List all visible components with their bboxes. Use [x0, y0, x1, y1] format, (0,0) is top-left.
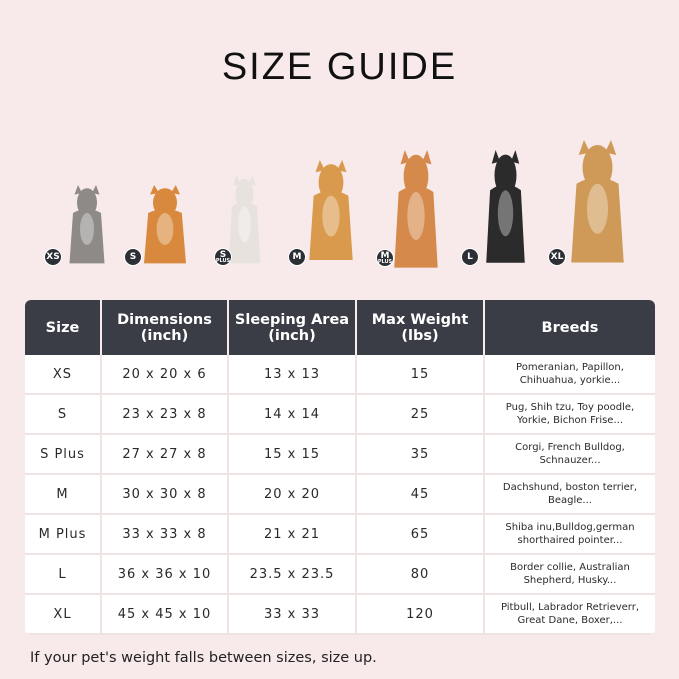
table-row: M Plus 33 x 33 x 8 21 x 21 65 Shiba inu,Bull…	[25, 515, 655, 555]
badge-label: S	[219, 249, 227, 260]
sleeping-area-cell: 23.5 x 23.5	[229, 555, 357, 595]
size-badge-l: L	[461, 248, 479, 266]
size-badge-xs: XS	[44, 248, 62, 266]
badge-label: XS	[46, 252, 60, 262]
header-label: Sleeping Area	[234, 311, 350, 328]
page-title: SIZE GUIDE	[221, 46, 458, 88]
max-weight-cell: 80	[357, 555, 485, 595]
breeds-cell: Corgi, French Bulldog, Schnauzer...	[485, 435, 655, 475]
breeds-line: Beagle...	[548, 495, 592, 506]
table-row: XS 20 x 20 x 6 13 x 13 15 Pomeranian, Papill…	[25, 355, 655, 395]
pomeranian-image	[144, 185, 186, 264]
sleeping-area-cell: 15 x 15	[229, 435, 357, 475]
breeds-line: Great Dane, Boxer,...	[517, 615, 623, 626]
breeds-line: Chihuahua, yorkie...	[519, 375, 621, 386]
badge-label: M	[292, 252, 302, 262]
french-bulldog-image	[228, 175, 261, 264]
breeds-line: Pitbull, Labrador Retrieverr,	[500, 602, 640, 613]
sleeping-area-cell: 33 x 33	[229, 595, 357, 635]
table-header: Size Dimensions (inch) Sleeping Area (inch) M…	[25, 300, 655, 355]
size-cell: XL	[25, 595, 102, 635]
table-row: M 30 x 30 x 8 20 x 20 45 Dachshund, boston t…	[25, 475, 655, 515]
header-unit: (inch)	[268, 327, 316, 344]
breeds-cell: Pug, Shih tzu, Toy poodle, Yorkie, Bichon…	[485, 395, 655, 435]
size-note: If your pet's weight falls between sizes…	[30, 650, 377, 666]
cat-image	[69, 185, 105, 264]
size-badge-xl: XL	[548, 248, 566, 266]
size-badge-m: M	[288, 248, 306, 266]
border-collie-image	[486, 150, 525, 263]
dimensions-cell: 45 x 45 x 10	[102, 595, 229, 635]
column-header: Max Weight (lbs)	[357, 300, 485, 355]
size-cell: L	[25, 555, 102, 595]
breeds-line: Shiba inu,Bulldog,german	[505, 522, 635, 533]
column-header: Breeds	[485, 300, 655, 355]
breeds-line: Pomeranian, Papillon,	[516, 362, 624, 373]
header-label: Dimensions	[117, 311, 212, 328]
sleeping-area-cell: 14 x 14	[229, 395, 357, 435]
max-weight-cell: 120	[357, 595, 485, 635]
max-weight-cell: 35	[357, 435, 485, 475]
badge-label: M	[380, 250, 390, 261]
shiba-inu-image	[394, 150, 438, 268]
table-row: S Plus 27 x 27 x 8 15 x 15 35 Corgi, French …	[25, 435, 655, 475]
dimensions-cell: 36 x 36 x 10	[102, 555, 229, 595]
max-weight-cell: 65	[357, 515, 485, 555]
sleeping-area-cell: 21 x 21	[229, 515, 357, 555]
table-row: L 36 x 36 x 10 23.5 x 23.5 80 Border collie,…	[25, 555, 655, 595]
breeds-line: Border collie, Australian	[510, 562, 630, 573]
size-cell: S Plus	[25, 435, 102, 475]
dimensions-cell: 20 x 20 x 6	[102, 355, 229, 395]
header-label: Breeds	[541, 319, 599, 336]
size-cell: S	[25, 395, 102, 435]
breeds-cell: Shiba inu,Bulldog,german shorthaired poin…	[485, 515, 655, 555]
size-cell: M	[25, 475, 102, 515]
size-cell: M Plus	[25, 515, 102, 555]
size-badge-s-plus: S PLUS	[214, 248, 232, 266]
breeds-line: Pug, Shih tzu, Toy poodle,	[505, 402, 635, 413]
dimensions-cell: 23 x 23 x 8	[102, 395, 229, 435]
header-unit: (lbs)	[401, 327, 439, 344]
golden-retriever-image	[571, 140, 624, 263]
breeds-cell: Dachshund, boston terrier, Beagle...	[485, 475, 655, 515]
dimensions-cell: 33 x 33 x 8	[102, 515, 229, 555]
badge-label: L	[467, 252, 473, 262]
size-table: Size Dimensions (inch) Sleeping Area (inch) M…	[25, 300, 655, 635]
table-row: XL 45 x 45 x 10 33 x 33 120 Pitbull, Labrado…	[25, 595, 655, 635]
dimensions-cell: 30 x 30 x 8	[102, 475, 229, 515]
size-cell: XS	[25, 355, 102, 395]
sleeping-area-cell: 13 x 13	[229, 355, 357, 395]
breeds-line: Schnauzer...	[539, 455, 601, 466]
size-badge-m-plus: M PLUS	[376, 249, 394, 267]
breeds-line: Shepherd, Husky...	[523, 575, 617, 586]
breeds-cell: Pitbull, Labrador Retrieverr, Great Dane,…	[485, 595, 655, 635]
badge-label: XL	[550, 252, 564, 262]
badge-plus: PLUS	[215, 257, 231, 264]
header-label: Size	[45, 319, 80, 336]
breeds-cell: Pomeranian, Papillon, Chihuahua, yorkie..…	[485, 355, 655, 395]
dimensions-cell: 27 x 27 x 8	[102, 435, 229, 475]
breeds-line: Dachshund, boston terrier,	[502, 482, 638, 493]
breeds-cell: Border collie, Australian Shepherd, Husky…	[485, 555, 655, 595]
badge-label: S	[129, 252, 137, 262]
header-label: Max Weight	[371, 311, 469, 328]
corgi-image	[309, 160, 353, 260]
max-weight-cell: 45	[357, 475, 485, 515]
sleeping-area-cell: 20 x 20	[229, 475, 357, 515]
column-header: Sleeping Area (inch)	[229, 300, 357, 355]
breeds-line: Corgi, French Bulldog,	[515, 442, 625, 453]
column-header: Size	[25, 300, 102, 355]
badge-plus: PLUS	[377, 258, 393, 265]
breeds-line: Yorkie, Bichon Frise...	[516, 415, 623, 426]
max-weight-cell: 15	[357, 355, 485, 395]
table-row: S 23 x 23 x 8 14 x 14 25 Pug, Shih tzu, Toy …	[25, 395, 655, 435]
max-weight-cell: 25	[357, 395, 485, 435]
header-unit: (inch)	[140, 327, 189, 344]
size-badge-s: S	[124, 248, 142, 266]
column-header: Dimensions (inch)	[102, 300, 229, 355]
breeds-line: shorthaired pointer...	[517, 535, 623, 546]
